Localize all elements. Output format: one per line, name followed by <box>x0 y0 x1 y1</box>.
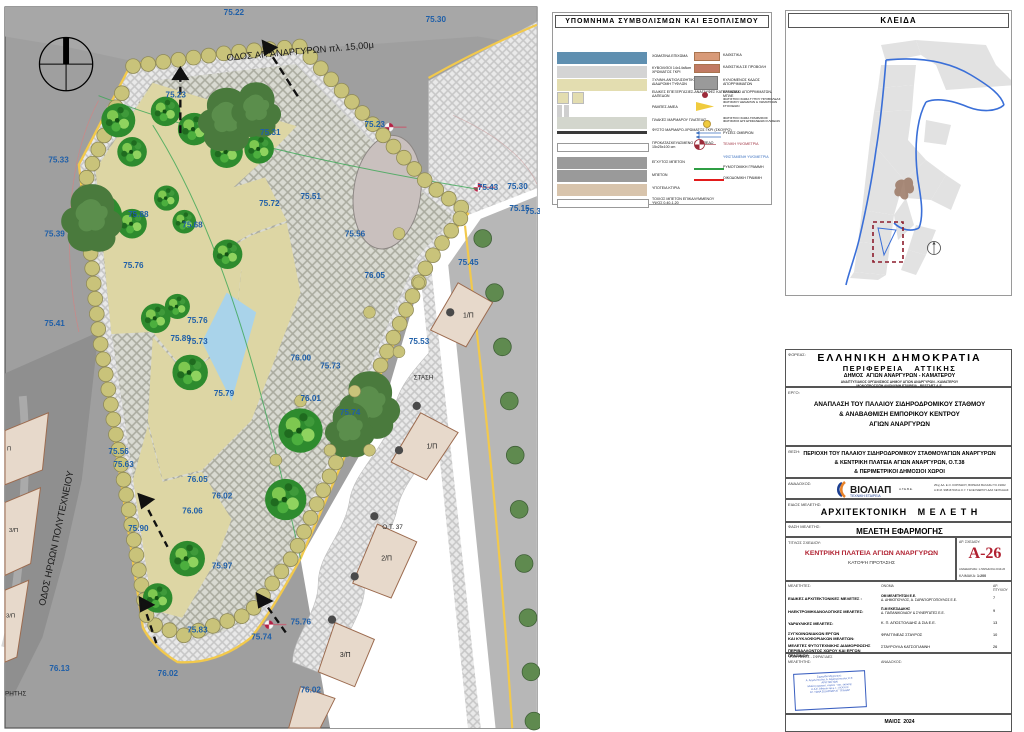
svg-text:ΤΕΧΝΙΚΗ ΕΤΑΙΡΕΙΑ: ΤΕΧΝΙΚΗ ΕΤΑΙΡΕΙΑ <box>850 494 881 498</box>
svg-text:75.76: 75.76 <box>187 316 208 325</box>
svg-text:75.74: 75.74 <box>251 632 272 641</box>
svg-text:76.02: 76.02 <box>301 686 322 695</box>
svg-text:75.30: 75.30 <box>525 207 540 216</box>
svg-text:75.97: 75.97 <box>212 561 233 570</box>
svg-text:3/Π: 3/Π <box>9 528 18 534</box>
svg-text:75.45: 75.45 <box>458 258 479 267</box>
svg-text:75.88: 75.88 <box>128 210 149 219</box>
svg-text:76.05: 76.05 <box>365 271 386 280</box>
svg-text:75.72: 75.72 <box>259 199 280 208</box>
svg-text:75.68: 75.68 <box>182 221 203 230</box>
svg-text:76.01: 76.01 <box>301 394 322 403</box>
svg-text:76.06: 76.06 <box>182 506 203 515</box>
svg-text:75.90: 75.90 <box>128 524 149 533</box>
svg-text:75.76: 75.76 <box>123 261 144 270</box>
svg-text:75.30: 75.30 <box>426 15 447 24</box>
svg-text:75.39: 75.39 <box>44 230 65 239</box>
svg-text:76.02: 76.02 <box>212 492 233 501</box>
svg-text:75.31: 75.31 <box>260 128 281 137</box>
svg-text:ΣΤΑΣΗ: ΣΤΑΣΗ <box>414 374 434 381</box>
svg-text:75.22: 75.22 <box>224 8 245 17</box>
svg-text:75.63: 75.63 <box>113 460 134 469</box>
svg-text:75.73: 75.73 <box>320 361 341 370</box>
svg-text:75.76: 75.76 <box>291 618 312 627</box>
svg-text:75.23: 75.23 <box>365 120 386 129</box>
svg-text:75.74: 75.74 <box>340 408 361 417</box>
svg-text:76.13: 76.13 <box>49 664 70 673</box>
svg-text:76.05: 76.05 <box>187 475 208 484</box>
svg-text:76.02: 76.02 <box>158 669 179 678</box>
svg-text:75.51: 75.51 <box>301 192 322 201</box>
svg-text:75.83: 75.83 <box>187 625 208 634</box>
svg-text:3/Π: 3/Π <box>6 614 15 620</box>
svg-text:76.00: 76.00 <box>291 354 312 363</box>
svg-text:75.56: 75.56 <box>345 230 366 239</box>
svg-text:75.33: 75.33 <box>48 156 69 165</box>
svg-text:Α.Τ.Ε.Β.Ε.: Α.Τ.Ε.Β.Ε. <box>899 487 913 491</box>
svg-text:75.89: 75.89 <box>170 334 191 343</box>
svg-text:75.41: 75.41 <box>44 319 65 328</box>
svg-text:75.43: 75.43 <box>478 183 499 192</box>
svg-text:75.30: 75.30 <box>507 182 528 191</box>
svg-text:Ο.Τ. 37: Ο.Τ. 37 <box>382 524 403 531</box>
svg-text:75.23: 75.23 <box>166 91 187 100</box>
svg-text:75.53: 75.53 <box>409 337 430 346</box>
svg-text:2/Π: 2/Π <box>381 556 392 563</box>
svg-text:1/Π: 1/Π <box>427 443 438 450</box>
svg-text:1/Π: 1/Π <box>463 312 474 319</box>
svg-text:75.56: 75.56 <box>108 447 129 456</box>
svg-text:3/Π: 3/Π <box>340 652 351 659</box>
svg-text:ΡΗΤΗΣ: ΡΗΤΗΣ <box>5 691 26 698</box>
svg-text:Π: Π <box>7 446 11 452</box>
svg-text:75.79: 75.79 <box>214 389 235 398</box>
